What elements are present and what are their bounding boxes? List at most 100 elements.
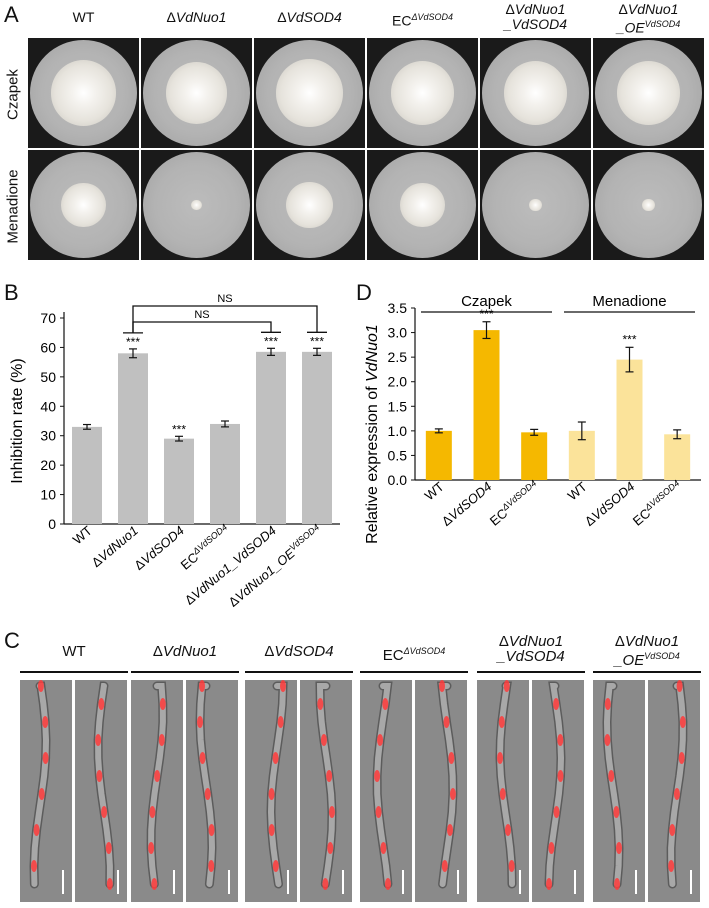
y-tick-label: 0 [48,516,56,532]
mitochondria-signal [668,860,675,872]
mitochondria-signal [613,806,620,818]
hypha-drawing [495,680,517,889]
mitochondria-signal [268,824,275,836]
scale-bar [519,870,521,894]
fungal-colony [61,182,106,228]
fungal-colony [191,199,202,211]
plate-strain-label: ΔVdNuo1 [166,9,227,25]
group-underline [245,671,353,673]
mitochondria-signal [272,860,279,872]
mitochondria-signal [317,698,324,710]
category-label: ECΔVdSOD4 [629,478,685,529]
bar [72,426,102,524]
petri-dish [480,38,591,148]
plate-strain-label: WT [72,9,95,25]
comparison-label: NS [217,293,232,305]
significance-label: *** [622,332,636,346]
microscopy-strain-label: ECΔVdSOD4 [382,646,446,664]
microscopy-strain-label: WT [62,643,86,660]
scale-bar [574,870,576,894]
mitochondria-signal [548,842,555,854]
mitochondria-signal [38,788,45,800]
mitochondria-signal [375,806,382,818]
mitochondria-signal [604,734,611,746]
hyphae-image [593,680,645,902]
y-tick-label: 20 [40,457,56,473]
hyphae-image [300,680,352,902]
mitochondria-signal [441,860,448,872]
scale-bar [287,870,289,894]
mitochondria-signal [380,842,387,854]
mitochondria-signal [377,734,384,746]
mitochondria-signal [154,770,161,782]
y-tick-label: 0.5 [388,447,408,463]
fungal-colony [390,61,455,125]
mitochondria-signal [448,752,455,764]
scale-bar [342,870,344,894]
hypha-drawing [666,680,688,889]
y-tick-label: 2.0 [388,374,408,390]
significance-label: *** [310,334,324,348]
fungal-colony [529,198,542,212]
y-tick-label: 60 [40,339,56,355]
petri-dish [593,150,704,260]
comparison-bracket [132,321,272,333]
hypha-drawing [602,681,624,890]
mitochondria-signal [669,824,676,836]
hypha-drawing [436,680,458,889]
petri-dish [593,38,704,148]
category-label: WT [422,479,447,504]
group-label: Menadione [592,293,666,310]
bar [473,330,500,480]
mitochondria-signal [553,698,560,710]
mitochondria-signal [199,680,206,692]
mitochondria-signal [673,788,680,800]
y-axis-label: Relative expression of VdNuo1 [364,324,381,544]
mitochondria-signal [101,806,108,818]
plate-strain-label: ΔVdSOD4 [277,9,342,25]
chart-d-axes: 0.0 0.5 1.0 1.5 2.0 2.5 3.0 3.5 Relative express… [364,300,701,544]
mitochondria-signal [105,842,112,854]
significance-label: *** [264,334,278,348]
mitochondria-signal [322,878,329,890]
y-tick-label: 1.0 [388,423,408,439]
mitochondria-signal [328,806,335,818]
chart-b-axes: 0 10 20 30 40 50 60 70 Inhibition rate (%) [9,310,340,532]
bar [210,423,240,524]
fungal-colony [165,62,228,124]
mitochondria-signal [204,788,211,800]
y-tick-label: 3.5 [388,300,408,316]
mitochondria-signal [449,788,456,800]
mitochondria-signal [279,680,286,692]
significance-label: *** [479,307,493,321]
mitochondria-signal [208,824,215,836]
mitochondria-signal [443,716,450,728]
mitochondria-signal [497,752,504,764]
hyphae-image [415,680,467,902]
y-tick-label: 2.5 [388,349,408,365]
y-tick-label: 3.0 [388,325,408,341]
scale-bar [457,870,459,894]
significance-label: *** [126,335,140,349]
mitochondria-signal [327,842,334,854]
mitochondria-signal [208,860,215,872]
mitochondria-signal [557,770,564,782]
mitochondria-signal [504,824,511,836]
hyphae-image [532,680,584,902]
category-label: ΔVdSOD4 [582,479,638,529]
mitochondria-signal [553,806,560,818]
hyphae-image [186,680,238,902]
inhibition-rate-chart: 0 10 20 30 40 50 60 70 Inhibition rate (%) WT *** Δ… [9,293,340,610]
mitochondria-signal [42,716,49,728]
mitochondria-signal [384,878,391,890]
mitochondria-signal [447,824,454,836]
mitochondria-signal [148,842,155,854]
comparison-label: NS [194,309,209,321]
petri-dish [141,38,252,148]
panel-label-d: D [356,280,372,305]
bar [164,438,194,524]
mitochondria-signal [42,752,49,764]
mitochondria-signal [499,788,506,800]
hypha-drawing [266,680,288,889]
hyphae-image [75,680,127,902]
